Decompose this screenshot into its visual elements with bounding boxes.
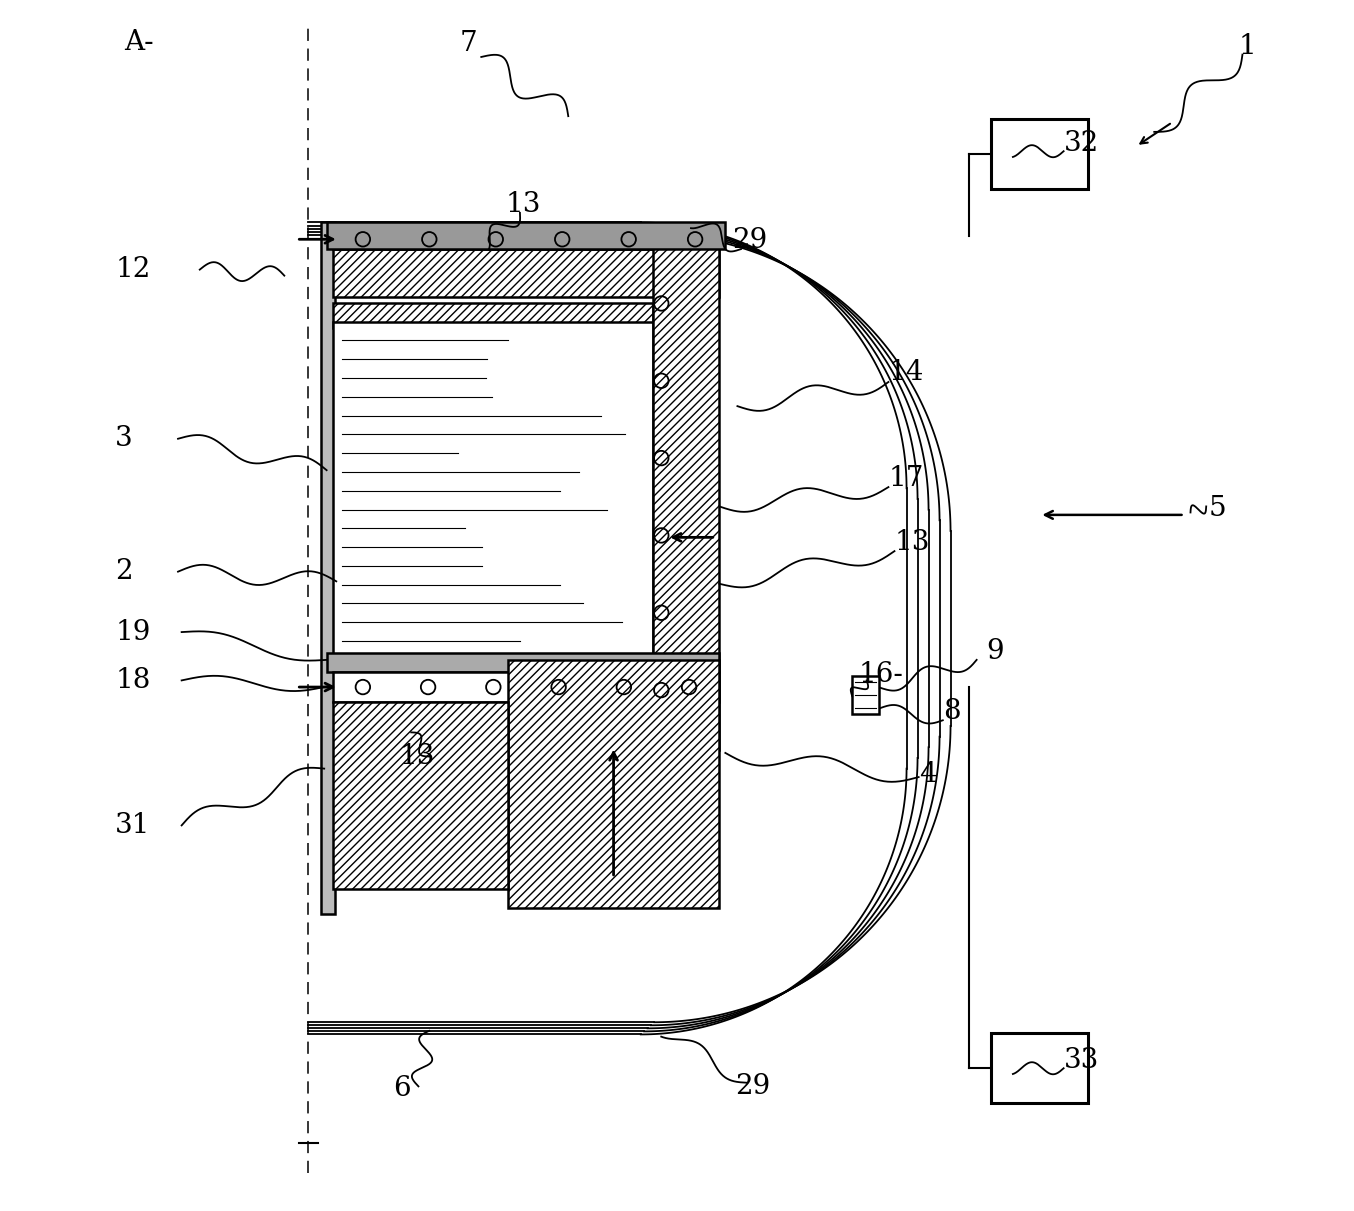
Text: 19: 19 — [115, 619, 150, 645]
Bar — [991, 1033, 1087, 1103]
Bar — [333, 249, 719, 298]
Bar — [326, 223, 726, 249]
Text: 13: 13 — [505, 191, 540, 218]
Text: 6: 6 — [393, 1075, 410, 1102]
Bar — [326, 653, 719, 672]
Text: 32: 32 — [1064, 131, 1099, 157]
Text: 7: 7 — [459, 30, 477, 57]
Bar — [333, 228, 719, 249]
Text: 13: 13 — [399, 744, 435, 770]
Bar — [852, 676, 879, 714]
Text: 1: 1 — [1239, 33, 1257, 59]
Text: 3: 3 — [115, 425, 133, 452]
Bar — [321, 223, 334, 913]
Text: A-: A- — [123, 29, 153, 56]
Text: 29: 29 — [735, 1073, 770, 1100]
Bar — [333, 672, 719, 702]
Bar — [508, 660, 719, 907]
Bar — [991, 119, 1087, 189]
Text: 14: 14 — [888, 358, 923, 386]
Bar — [333, 304, 653, 328]
Text: 31: 31 — [115, 811, 150, 839]
Bar — [653, 243, 719, 751]
Text: 2: 2 — [115, 558, 133, 585]
Text: 18: 18 — [115, 667, 150, 694]
Text: 9: 9 — [986, 638, 1003, 665]
Bar — [333, 322, 653, 660]
Text: 17: 17 — [888, 465, 923, 492]
Text: 5: 5 — [1209, 495, 1227, 522]
Text: 13: 13 — [895, 529, 930, 556]
Text: 33: 33 — [1064, 1048, 1099, 1074]
Text: 4: 4 — [918, 762, 936, 788]
Text: 16-: 16- — [858, 661, 903, 688]
Text: 8: 8 — [942, 699, 960, 725]
Bar — [333, 702, 508, 889]
Text: 12: 12 — [115, 256, 150, 283]
Text: 29: 29 — [733, 228, 768, 254]
